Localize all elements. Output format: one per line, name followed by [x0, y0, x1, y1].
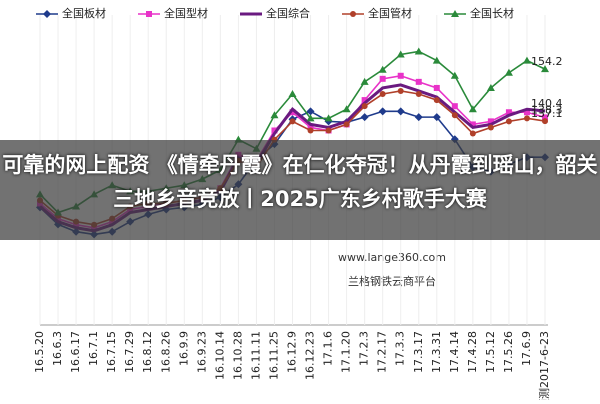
point [43, 10, 51, 18]
point [397, 87, 404, 94]
point [451, 10, 459, 17]
point [307, 124, 314, 131]
point [306, 114, 315, 122]
point [288, 90, 297, 98]
x-tick-label: 17.5.12 [484, 331, 497, 373]
point [432, 113, 441, 122]
watermark-name: 兰格钢铁云商平台 [348, 274, 436, 288]
point [146, 11, 152, 17]
x-tick-label: 17.1.6 [322, 331, 335, 366]
point [271, 127, 278, 134]
x-tick-label: 16.9.9 [177, 331, 190, 366]
point [414, 47, 423, 55]
point [343, 121, 350, 128]
point [378, 65, 387, 73]
data-label: 154.2 [531, 55, 563, 68]
point [469, 121, 476, 128]
point [433, 97, 440, 104]
legend-label: 全国板材 [62, 6, 106, 20]
point [414, 113, 423, 122]
legend-label: 全国管材 [368, 6, 412, 20]
point [350, 11, 356, 17]
x-tick-label: 16.8.12 [141, 331, 154, 373]
point [342, 105, 351, 113]
point [415, 91, 422, 98]
point [396, 50, 405, 58]
x-tick-label: 16.8.26 [159, 331, 172, 373]
x-tick-label: 16.5.20 [33, 331, 46, 373]
x-tick-label: 16.7.1 [87, 331, 100, 366]
x-tick-label: 17.6.9 [520, 331, 533, 366]
point [306, 107, 315, 116]
x-tick-label: 16.6.17 [69, 331, 82, 373]
x-tick-label: 16.10.14 [213, 331, 226, 380]
point [379, 91, 386, 98]
point [451, 112, 458, 119]
overlay-band [0, 140, 600, 240]
point [324, 114, 333, 122]
x-tick-label: 预测2017-6-23 [538, 331, 551, 400]
x-tick-label: 16.9.23 [195, 331, 208, 373]
point [542, 118, 548, 125]
x-tick-label: 17.3.3 [394, 331, 407, 366]
point [325, 127, 332, 134]
x-tick-label: 16.12.23 [304, 331, 317, 380]
point [378, 107, 387, 116]
point [432, 56, 441, 64]
x-tick-label: 17.4.28 [466, 331, 479, 373]
point [379, 75, 386, 82]
x-tick-label: 17.2.3 [358, 331, 371, 366]
legend-label: 全国综合 [266, 6, 310, 20]
x-tick-label: 16.10.28 [231, 331, 244, 380]
point [270, 111, 279, 119]
point [433, 84, 440, 91]
point [468, 105, 477, 113]
data-label: 138.3 [531, 103, 563, 116]
point [469, 130, 476, 137]
watermark-url: www.lange360.com [338, 251, 446, 264]
point [504, 68, 513, 76]
point [523, 109, 530, 116]
point [361, 97, 368, 104]
point [487, 118, 494, 125]
x-tick-label: 17.2.17 [376, 331, 389, 373]
point [522, 56, 531, 64]
point [415, 78, 422, 85]
x-tick-label: 17.4.14 [448, 331, 461, 373]
point [289, 109, 296, 116]
point [451, 103, 458, 110]
point [289, 118, 296, 125]
data-label: 137.1 [531, 107, 563, 120]
point [307, 127, 314, 134]
point [541, 65, 549, 73]
point [505, 118, 512, 125]
point [361, 103, 368, 110]
x-tick-label: 16.7.29 [123, 331, 136, 373]
point [396, 107, 405, 116]
x-tick-label: 17.5.26 [502, 331, 515, 373]
legend-label: 全国长材 [470, 6, 514, 20]
x-tick-label: 16.11.25 [267, 331, 280, 380]
x-tick-label: 16.11.11 [249, 331, 262, 380]
x-tick-label: 17.3.31 [430, 331, 443, 373]
x-tick-label: 16.6.3 [51, 331, 64, 366]
point [360, 77, 369, 85]
point [450, 71, 459, 79]
x-tick-label: 16.7.15 [105, 331, 118, 373]
data-label: 140.4 [531, 97, 563, 110]
x-tick-label: 17.3.17 [412, 331, 425, 373]
point [487, 124, 494, 131]
point [505, 109, 512, 116]
x-tick-label: 17.1.20 [340, 331, 353, 373]
point [397, 72, 404, 79]
point [486, 83, 495, 91]
point [542, 114, 548, 121]
headline: 可靠的网上配资 《情牵丹霞》在仁化夺冠！从丹霞到瑶山，韶关三地乡音竞放丨2025… [2, 153, 598, 211]
point [360, 113, 369, 122]
x-tick-label: 16.12.9 [286, 331, 299, 373]
point [523, 115, 530, 122]
legend-label: 全国型材 [164, 6, 208, 20]
